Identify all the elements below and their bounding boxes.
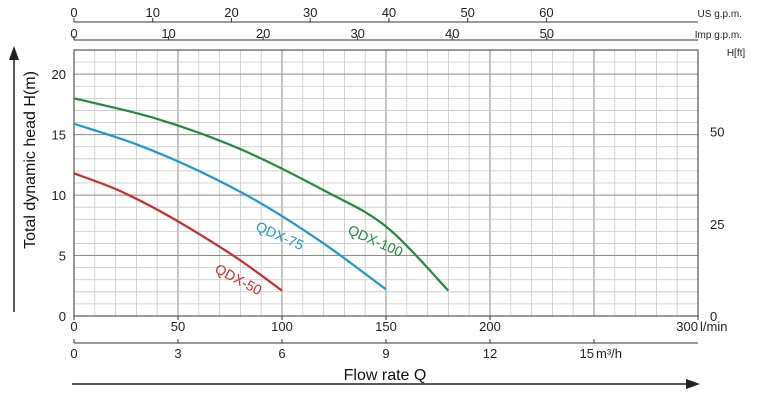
m3h-tick-label: 12 — [483, 346, 497, 361]
y-tick-label: 0 — [59, 309, 66, 324]
imp-gpm-unit-label: Imp g.p.m. — [695, 30, 742, 41]
y-tick-label: 20 — [52, 67, 66, 82]
us-gpm-tick-label: 60 — [539, 5, 553, 20]
m3h-tick-label: 3 — [174, 346, 181, 361]
x-axis-arrow-head — [686, 379, 700, 389]
imp-gpm-tick-label: 50 — [540, 26, 554, 41]
us-gpm-tick-label: 0 — [70, 5, 77, 20]
series-line-qdx-75 — [73, 122, 387, 291]
y-axis-arrow-head — [9, 46, 19, 60]
imp-gpm-tick-label: 40 — [445, 26, 459, 41]
x-tick-label: 100 — [271, 319, 293, 334]
h-ft-tick-label: 0 — [710, 309, 717, 324]
us-gpm-tick-label: 30 — [303, 5, 317, 20]
imp-gpm-tick-label: 0 — [70, 26, 77, 41]
series-line-qdx-50 — [73, 172, 283, 292]
us-gpm-tick-label: 10 — [146, 5, 160, 20]
m3h-tick-label: 9 — [382, 346, 389, 361]
m3h-tick-label: 15 — [580, 346, 594, 361]
x-axis-title: Flow rate Q — [344, 367, 427, 384]
x-tick-label: 50 — [171, 319, 185, 334]
x-tick-label: 200 — [479, 319, 501, 334]
y-tick-label: 15 — [52, 128, 66, 143]
us-gpm-unit-label: US g.p.m. — [698, 9, 742, 20]
m3h-tick-label: 0 — [70, 346, 77, 361]
h-ft-unit-label: H[ft] — [727, 48, 746, 59]
us-gpm-tick-label: 40 — [382, 5, 396, 20]
series-line-qdx-100 — [73, 97, 450, 292]
x-tick-label: 300 — [676, 319, 698, 334]
us-gpm-tick-label: 20 — [224, 5, 238, 20]
imp-gpm-tick-label: 10 — [161, 26, 175, 41]
x-tick-label: 150 — [375, 319, 397, 334]
imp-gpm-tick-label: 30 — [350, 26, 364, 41]
y-tick-label: 5 — [59, 249, 66, 264]
y-tick-label: 10 — [52, 188, 66, 203]
us-gpm-tick-label: 50 — [460, 5, 474, 20]
y-axis-title: Total dynamic head H(m) — [22, 71, 39, 249]
h-ft-tick-label: 50 — [710, 125, 724, 140]
x-tick-label: 0 — [70, 319, 77, 334]
h-ft-tick-label: 25 — [710, 217, 724, 232]
m3h-tick-label: 6 — [278, 346, 285, 361]
x-unit-label: l/min — [700, 319, 727, 334]
imp-gpm-tick-label: 20 — [256, 26, 270, 41]
m3h-unit-label: m³/h — [596, 346, 622, 361]
